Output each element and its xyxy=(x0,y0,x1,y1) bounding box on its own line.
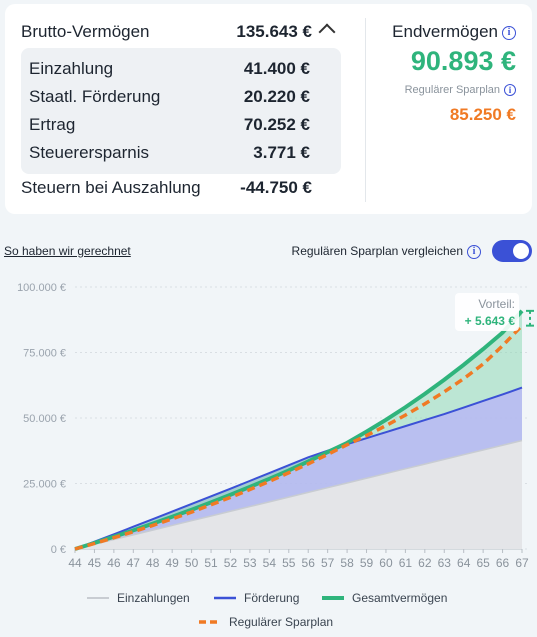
y-tick-label: 25.000 € xyxy=(23,479,66,491)
divider xyxy=(365,18,366,202)
einzahlungen-area xyxy=(75,440,522,549)
x-tick-label: 47 xyxy=(127,556,141,570)
tax-value: -44.750 € xyxy=(240,178,312,197)
compare-label: Regulären Sparplan vergleichen xyxy=(291,244,463,258)
y-axis-labels: 0 € 25.000 € 50.000 € 75.000 € 100.000 € xyxy=(17,282,66,556)
y-tick-label: 75.000 € xyxy=(23,348,66,360)
x-tick-label: 59 xyxy=(360,556,374,570)
chart-lines xyxy=(74,309,524,551)
legend-label: Förderung xyxy=(244,591,299,605)
x-tick-label: 50 xyxy=(185,556,199,570)
advantage-annotation: Vorteil: + 5.643 € xyxy=(455,293,534,331)
x-tick-label: 66 xyxy=(496,556,510,570)
annotation-value: + 5.643 € xyxy=(465,314,516,328)
toggle-knob xyxy=(513,243,529,259)
annotation-box xyxy=(455,293,519,331)
foerderung-line xyxy=(74,386,523,550)
x-tick-label: 51 xyxy=(204,556,218,570)
item-value: 20.220 € xyxy=(243,87,310,106)
x-tick-label: 56 xyxy=(302,556,316,570)
compare-toggle[interactable] xyxy=(492,240,532,262)
chevron-up-icon[interactable] xyxy=(318,23,336,41)
regular-label: Regulärer Sparplan xyxy=(404,84,500,96)
brutto-value: 135.643 € xyxy=(236,22,312,41)
chart: 0 €25.000 €50.000 €75.000 €100.000 € 44 4… xyxy=(17,282,534,629)
einzahlungen-line xyxy=(74,439,523,550)
x-tick-label: 52 xyxy=(224,556,238,570)
regulaerer-sparplan-line xyxy=(74,324,524,551)
info-icon[interactable]: i xyxy=(504,84,516,97)
x-tick-label: 53 xyxy=(243,556,257,570)
x-tick-label: 67 xyxy=(515,556,529,570)
x-tick-label: 44 xyxy=(68,556,82,570)
y-tick-label: 100.000 € xyxy=(17,282,66,294)
x-tick-label: 49 xyxy=(165,556,179,570)
x-axis-labels: 44 45 46 47 48 49 50 51 52 53 54 55 56 57 58 59 60 61 62 63… xyxy=(68,556,529,570)
x-tick-label: 55 xyxy=(282,556,296,570)
x-tick-label: 63 xyxy=(438,556,452,570)
x-tick-label: 46 xyxy=(107,556,121,570)
item-value: 41.400 € xyxy=(243,59,310,78)
compare-label-row: Regulären Sparplan vergleichen i xyxy=(292,244,481,259)
legend-label: Gesamtvermögen xyxy=(352,591,447,605)
end-value: 90.893 € xyxy=(410,46,516,76)
breakdown-box xyxy=(21,48,341,174)
y-tick-label: 50.000 € xyxy=(23,413,66,425)
regular-label-row: Regulärer Sparplan i xyxy=(404,84,516,97)
annotation-label: Vorteil: xyxy=(478,297,515,311)
item-value: 3.771 € xyxy=(253,143,310,162)
item-label: Ertrag xyxy=(29,115,76,134)
chart-legend: Einzahlungen Förderung Gesamtvermögen Regul… xyxy=(87,591,447,629)
x-tick-label: 64 xyxy=(457,556,471,570)
info-icon[interactable]: i xyxy=(467,244,481,259)
x-tick-label: 57 xyxy=(321,556,335,570)
x-tick-label: 62 xyxy=(418,556,432,570)
legend-label: Einzahlungen xyxy=(117,591,190,605)
item-label: Staatl. Förderung xyxy=(29,87,161,106)
x-tick-label: 65 xyxy=(476,556,490,570)
regular-value: 85.250 € xyxy=(449,105,516,124)
y-tick-label: 0 € xyxy=(51,544,66,556)
x-tick-label: 60 xyxy=(379,556,393,570)
end-label-row: Endvermögen i xyxy=(392,22,516,42)
item-value: 70.252 € xyxy=(243,115,310,134)
item-label: Einzahlung xyxy=(29,59,114,78)
chart-areas xyxy=(75,310,522,549)
calculation-link[interactable]: So haben wir gerechnet xyxy=(4,244,131,258)
tax-label: Steuern bei Auszahlung xyxy=(21,178,201,197)
x-tick-label: 58 xyxy=(340,556,354,570)
x-tick-label: 61 xyxy=(399,556,413,570)
end-label: Endvermögen xyxy=(392,22,498,41)
x-tick-label: 45 xyxy=(88,556,102,570)
brutto-label: Brutto-Vermögen xyxy=(21,22,150,41)
item-label: Steuerersparnis xyxy=(29,143,150,162)
x-tick-label: 54 xyxy=(263,556,277,570)
info-icon[interactable]: i xyxy=(502,25,516,40)
legend-label: Regulärer Sparplan xyxy=(229,615,333,629)
x-tick-label: 48 xyxy=(146,556,160,570)
summary-card: Brutto-Vermögen 135.643 € Einzahlung 41.… xyxy=(5,4,532,214)
